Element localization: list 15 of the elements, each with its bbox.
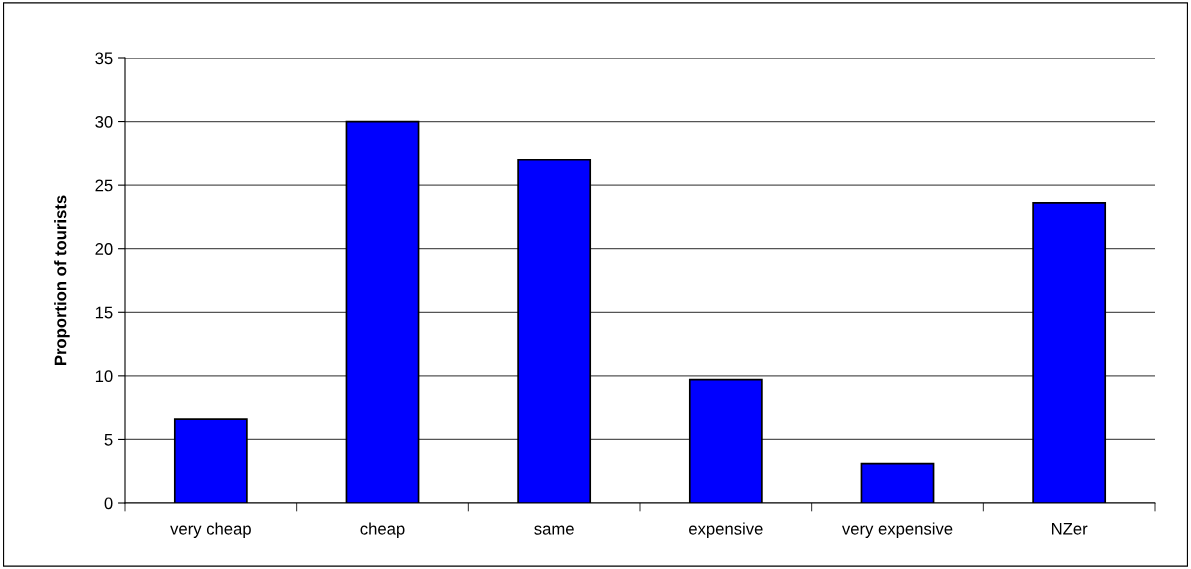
y-tick-label: 25 (95, 179, 113, 192)
y-tick-label: 0 (104, 497, 113, 510)
x-tick-label: very cheap (170, 522, 251, 538)
y-tick-label: 30 (95, 115, 113, 128)
x-tick-label: cheap (360, 522, 405, 538)
x-tick-label: very expensive (841, 522, 953, 538)
y-tick-label: 20 (95, 243, 113, 255)
x-tick-label: expensive (689, 522, 763, 538)
y-tick-label: 35 (95, 52, 113, 65)
y-tick-label: 10 (95, 370, 113, 383)
x-tick-label: same (534, 525, 574, 535)
x-tick-label: NZer (1052, 523, 1088, 535)
y-tick-label: 15 (95, 306, 113, 319)
y-axis-title: Proportion of tourists (54, 195, 70, 366)
y-tick-label: 5 (104, 434, 113, 446)
